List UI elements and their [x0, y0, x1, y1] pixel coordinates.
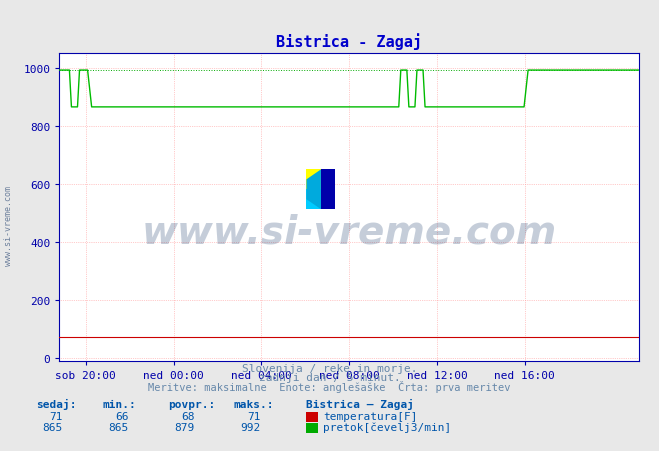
- Text: www.si-vreme.com: www.si-vreme.com: [4, 186, 13, 265]
- Text: povpr.:: povpr.:: [168, 399, 215, 409]
- Title: Bistrica - Zagaj: Bistrica - Zagaj: [276, 33, 422, 50]
- Text: min.:: min.:: [102, 399, 136, 409]
- Bar: [306, 170, 321, 190]
- Text: 71: 71: [49, 411, 63, 421]
- Text: Bistrica – Zagaj: Bistrica – Zagaj: [306, 398, 415, 409]
- Text: 865: 865: [108, 422, 129, 432]
- Text: temperatura[F]: temperatura[F]: [323, 411, 417, 421]
- Bar: [321, 170, 335, 210]
- Text: sedaj:: sedaj:: [36, 398, 76, 409]
- Text: maks.:: maks.:: [234, 399, 274, 409]
- Bar: [306, 190, 321, 210]
- Text: www.si-vreme.com: www.si-vreme.com: [142, 213, 557, 251]
- Text: Meritve: maksimalne  Enote: anglešaške  Črta: prva meritev: Meritve: maksimalne Enote: anglešaške Čr…: [148, 380, 511, 392]
- Text: Slovenija / reke in morje.: Slovenija / reke in morje.: [242, 363, 417, 373]
- Text: zadnji dan / 5 minut.: zadnji dan / 5 minut.: [258, 372, 401, 382]
- Text: 71: 71: [247, 411, 260, 421]
- Text: 879: 879: [174, 422, 194, 432]
- Text: 68: 68: [181, 411, 194, 421]
- Text: 66: 66: [115, 411, 129, 421]
- Polygon shape: [306, 170, 321, 210]
- Text: 992: 992: [240, 422, 260, 432]
- Text: pretok[čevelj3/min]: pretok[čevelj3/min]: [323, 422, 451, 432]
- Text: 865: 865: [42, 422, 63, 432]
- Polygon shape: [321, 170, 335, 210]
